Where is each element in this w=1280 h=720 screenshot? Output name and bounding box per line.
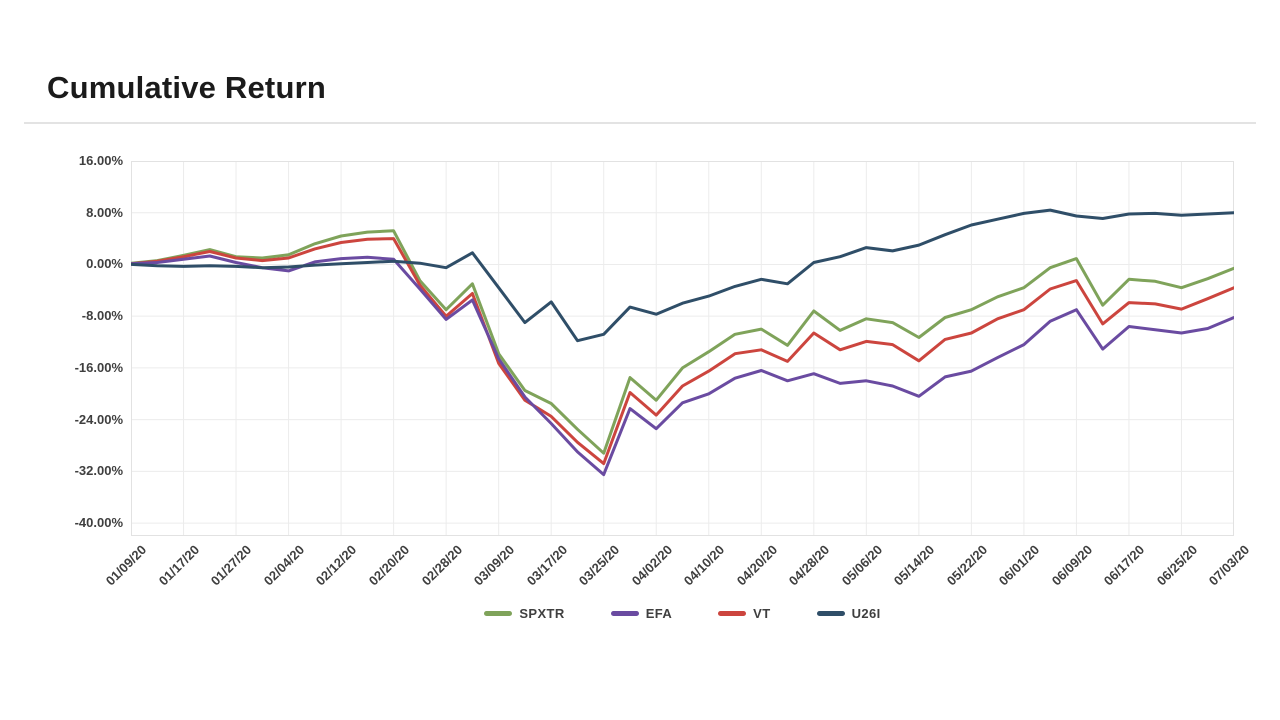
chart-title: Cumulative Return — [47, 70, 326, 105]
x-axis-tick-label: 03/09/20 — [470, 542, 518, 589]
x-axis-tick-label: 06/01/20 — [996, 542, 1043, 589]
x-axis-tick-label: 01/09/20 — [103, 542, 150, 589]
x-axis-tick-label: 02/20/20 — [365, 542, 413, 589]
x-axis-tick-label: 02/04/20 — [260, 542, 308, 589]
x-axis-tick-label: 01/17/20 — [155, 542, 203, 589]
x-axis-tick-label: 05/14/20 — [891, 542, 938, 589]
line-chart-canvas — [131, 161, 1234, 536]
series-line-u26i — [131, 208, 1234, 343]
legend-label: SPXTR — [519, 606, 565, 621]
y-axis-tick-label: 16.00% — [78, 153, 123, 168]
legend-swatch-vt — [718, 611, 747, 616]
x-axis-tick-label: 01/27/20 — [208, 542, 255, 589]
legend-label: VT — [753, 606, 771, 621]
legend-label: U26I — [851, 606, 881, 621]
legend-item-efa[interactable]: EFA — [610, 606, 673, 621]
plot-border — [131, 161, 1234, 536]
title-divider — [24, 122, 1256, 124]
y-axis-tick-label: 8.00% — [86, 204, 123, 220]
x-axis-tick-label: 04/28/20 — [786, 542, 833, 589]
x-axis-tick-label: 04/20/20 — [733, 542, 780, 589]
x-axis-tick-label: 06/09/20 — [1048, 542, 1096, 589]
y-axis-tick-label: -32.00% — [74, 463, 123, 479]
y-axis-tick-label: 0.00% — [86, 256, 123, 272]
legend-label: EFA — [645, 606, 673, 621]
x-axis-tick-label: 07/03/20 — [1206, 542, 1253, 589]
series-line-vt — [131, 237, 1234, 466]
x-axis-tick-label: 05/06/20 — [838, 542, 885, 589]
legend-swatch-u26i — [816, 611, 845, 616]
x-axis-tick-label: 03/25/20 — [575, 542, 623, 589]
series-line-spxtr — [131, 229, 1234, 455]
x-axis-tick-label: 02/12/20 — [313, 542, 360, 589]
x-axis-tick-label: 05/22/20 — [943, 542, 990, 589]
legend-item-spxtr[interactable]: SPXTR — [484, 606, 564, 621]
legend-item-u26i[interactable]: U26I — [816, 606, 881, 621]
y-axis-tick-label: -24.00% — [74, 411, 123, 427]
y-axis-tick-label: -16.00% — [74, 359, 123, 375]
chart-legend: SPXTR EFA VT U26I — [131, 606, 1234, 621]
y-axis-tick-label: -8.00% — [81, 308, 123, 324]
x-axis-tick-label: 06/25/20 — [1153, 542, 1201, 589]
plot-area[interactable] — [131, 161, 1234, 536]
x-axis-tick-label: 04/02/20 — [628, 542, 675, 589]
legend-swatch-efa — [610, 611, 639, 616]
x-axis-tick-label: 02/28/20 — [418, 542, 465, 589]
x-axis-tick-label: 04/10/20 — [680, 542, 728, 589]
series-line-efa — [131, 254, 1234, 477]
legend-item-vt[interactable]: VT — [718, 606, 770, 621]
legend-swatch-spxtr — [484, 611, 513, 616]
y-axis-tick-label: -40.00% — [74, 515, 123, 531]
x-axis-tick-label: 03/17/20 — [523, 542, 570, 589]
x-axis-tick-label: 06/17/20 — [1101, 542, 1148, 589]
